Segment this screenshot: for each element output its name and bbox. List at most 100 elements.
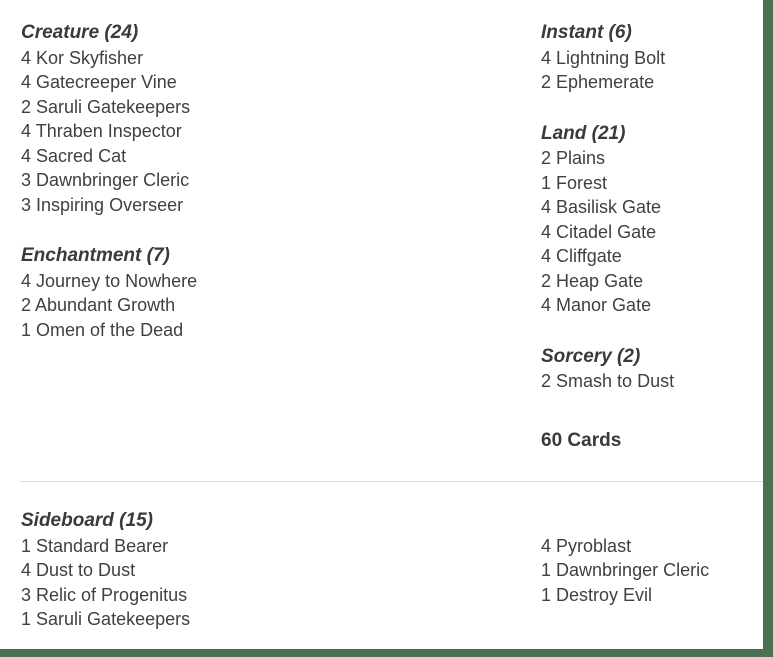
card-qty: 2 [541, 148, 552, 168]
card-name-link[interactable]: Abundant Growth [35, 295, 176, 315]
main-deck-left-column: Creature (24) 4 Kor Skyfisher 4 Gatecree… [21, 21, 521, 342]
section-land: Land (21) 2 Plains 1 Forest 4 Basilisk G… [541, 122, 756, 318]
main-deck-area: Creature (24) 4 Kor Skyfisher 4 Gatecree… [21, 21, 756, 453]
card-row: 2 Abundant Growth [21, 293, 521, 318]
card-row: 2 Saruli Gatekeepers [21, 95, 521, 120]
card-qty: 1 [541, 584, 552, 605]
card-row: 1 Saruli Gatekeepers [21, 607, 521, 632]
card-name-link[interactable]: Thraben Inspector [35, 121, 182, 141]
sideboard-columns: 1 Standard Bearer 4 Dust to Dust 3 Relic… [0, 534, 763, 644]
card-qty: 4 [541, 197, 552, 217]
sideboard-area: Sideboard (15) 1 Standard Bearer 4 Dust … [0, 482, 763, 644]
card-name-link[interactable]: Sacred Cat [36, 145, 127, 166]
card-name-link[interactable]: Ephemerate [556, 72, 655, 92]
main-deck-right-column: Instant (6) 4 Lightning Bolt 2 Ephemerat… [541, 21, 756, 453]
card-row: 4 Kor Skyfisher [21, 46, 521, 71]
section-heading-land: Land (21) [541, 122, 626, 144]
card-qty: 4 [21, 121, 32, 141]
card-qty: 4 [541, 295, 552, 315]
section-creature: Creature (24) 4 Kor Skyfisher 4 Gatecree… [21, 21, 521, 217]
page-edge-strip-right [763, 0, 773, 657]
card-row: 2 Smash to Dust [541, 369, 756, 394]
card-qty: 4 [21, 270, 32, 291]
card-name-link[interactable]: Omen of the Dead [36, 319, 184, 340]
card-name-link[interactable]: Pyroblast [556, 535, 632, 556]
page-edge-strip-bottom [0, 649, 773, 657]
card-name-link[interactable]: Saruli Gatekeepers [36, 96, 191, 117]
section-enchantment: Enchantment (7) 4 Journey to Nowhere 2 A… [21, 244, 521, 342]
section-heading-sideboard: Sideboard (15) [21, 510, 153, 531]
card-name-link[interactable]: Saruli Gatekeepers [36, 609, 191, 629]
card-name-link[interactable]: Manor Gate [556, 295, 652, 315]
card-name-link[interactable]: Basilisk Gate [556, 197, 662, 217]
card-row: 3 Inspiring Overseer [21, 193, 521, 218]
card-name-link[interactable]: Heap Gate [556, 270, 644, 291]
section-heading-creature: Creature (24) [21, 22, 139, 43]
card-row: 4 Dust to Dust [21, 558, 521, 583]
card-row: 3 Relic of Progenitus [21, 583, 521, 608]
card-row: 2 Ephemerate [541, 70, 756, 95]
card-name-link[interactable]: Plains [556, 148, 606, 168]
card-qty: 4 [541, 47, 552, 68]
card-row: 4 Lightning Bolt [541, 46, 756, 71]
card-row: 1 Forest [541, 171, 756, 196]
card-qty: 1 [21, 535, 32, 556]
deck-list-content: Creature (24) 4 Kor Skyfisher 4 Gatecree… [0, 21, 763, 644]
card-qty: 2 [21, 96, 32, 117]
card-row: 4 Basilisk Gate [541, 195, 756, 220]
card-row: 4 Cliffgate [541, 244, 756, 269]
card-row: 2 Heap Gate [541, 269, 756, 294]
card-name-link[interactable]: Standard Bearer [36, 535, 169, 556]
card-qty: 1 [541, 560, 552, 580]
card-name-link[interactable]: Citadel Gate [556, 221, 657, 242]
card-row: 2 Plains [541, 146, 756, 171]
card-qty: 4 [21, 145, 32, 166]
card-name-link[interactable]: Journey to Nowhere [36, 270, 198, 291]
card-row: 1 Destroy Evil [541, 583, 756, 608]
section-sorcery: Sorcery (2) 2 Smash to Dust [541, 345, 756, 394]
card-row: 4 Pyroblast [541, 534, 756, 559]
card-qty: 1 [541, 172, 552, 193]
card-name-link[interactable]: Forest [556, 172, 608, 193]
card-qty: 2 [541, 270, 552, 291]
card-qty: 4 [541, 535, 552, 556]
card-name-link[interactable]: Dawnbringer Cleric [556, 560, 710, 580]
card-qty: 2 [21, 295, 32, 315]
card-name-link[interactable]: Dust to Dust [36, 560, 136, 580]
card-row: 4 Journey to Nowhere [21, 269, 521, 294]
card-name-link[interactable]: Cliffgate [556, 246, 622, 266]
card-row: 1 Omen of the Dead [21, 318, 521, 343]
card-qty: 3 [21, 170, 32, 190]
card-name-link[interactable]: Gatecreeper Vine [36, 72, 177, 92]
sideboard-left-column: 1 Standard Bearer 4 Dust to Dust 3 Relic… [21, 534, 521, 632]
card-name-link[interactable]: Kor Skyfisher [36, 47, 144, 68]
card-qty: 2 [541, 371, 552, 391]
card-row: 1 Dawnbringer Cleric [541, 558, 756, 583]
card-row: 4 Gatecreeper Vine [21, 70, 521, 95]
card-qty: 3 [21, 584, 32, 605]
card-row: 4 Sacred Cat [21, 144, 521, 169]
card-qty: 4 [21, 72, 32, 92]
card-row: 4 Citadel Gate [541, 220, 756, 245]
card-name-link[interactable]: Dawnbringer Cleric [36, 170, 190, 190]
card-row: 4 Thraben Inspector [21, 119, 521, 144]
section-heading-enchantment: Enchantment (7) [21, 245, 170, 266]
card-qty: 4 [541, 221, 552, 242]
card-qty: 4 [541, 246, 552, 266]
card-qty: 3 [21, 194, 32, 215]
card-name-link[interactable]: Relic of Progenitus [36, 584, 188, 605]
card-name-link[interactable]: Destroy Evil [556, 584, 653, 605]
card-row: 3 Dawnbringer Cleric [21, 168, 521, 193]
card-name-link[interactable]: Lightning Bolt [556, 47, 666, 68]
card-row: 4 Manor Gate [541, 293, 756, 318]
card-row: 1 Standard Bearer [21, 534, 521, 559]
card-qty: 2 [541, 72, 552, 92]
sideboard-divider [20, 481, 763, 482]
section-heading-instant: Instant (6) [541, 22, 632, 43]
card-name-link[interactable]: Inspiring Overseer [36, 194, 184, 215]
card-name-link[interactable]: Smash to Dust [556, 371, 675, 391]
section-heading-sorcery: Sorcery (2) [541, 345, 641, 367]
card-qty: 4 [21, 47, 32, 68]
sideboard-right-column: 4 Pyroblast 1 Dawnbringer Cleric 1 Destr… [541, 534, 756, 608]
